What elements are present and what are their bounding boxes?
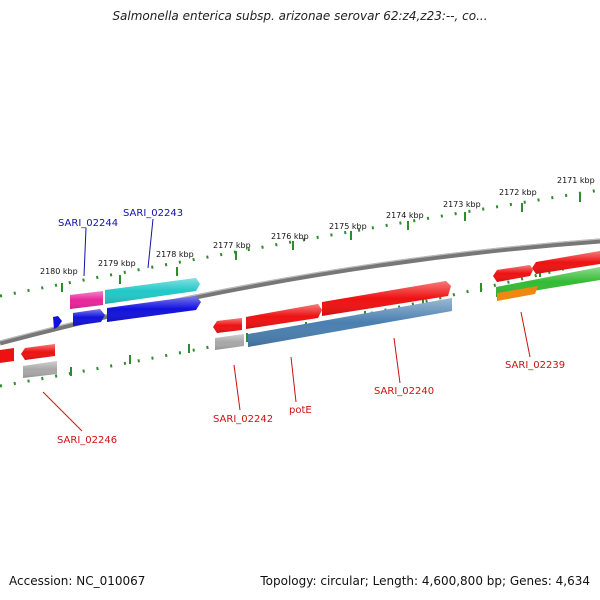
leader-SARI_02246 <box>42 391 83 432</box>
gene-orange-right[interactable] <box>497 286 538 301</box>
gene-red-upper-2[interactable] <box>322 281 451 316</box>
leader-SARI_02244 <box>83 227 87 277</box>
kbp-label-2173: 2173 kbp <box>443 200 481 209</box>
gene-red-upper-1[interactable] <box>246 304 322 329</box>
gene-blue-left[interactable] <box>73 309 105 326</box>
genome-summary-text: Topology: circular; Length: 4,600,800 bp… <box>260 574 590 588</box>
gene-label-SARI_02243[interactable]: SARI_02243 <box>123 208 183 219</box>
lower-tick-row <box>0 258 600 388</box>
kbp-label-2172: 2172 kbp <box>499 188 537 197</box>
gene-label-SARI_02239[interactable]: SARI_02239 <box>505 360 565 371</box>
gene-SARI_02244[interactable] <box>70 291 103 309</box>
leader-SARI_02239 <box>520 311 531 358</box>
kbp-label-2180: 2180 kbp <box>40 267 78 276</box>
upper-tick-row <box>0 188 600 298</box>
kbp-label-2179: 2179 kbp <box>98 259 136 268</box>
gene-label-SARI_02242[interactable]: SARI_02242 <box>213 414 273 425</box>
gene-gray-left[interactable] <box>23 361 57 378</box>
gene-steelblue-potE[interactable] <box>248 298 452 347</box>
gene-blue-long[interactable] <box>107 296 201 322</box>
gene-small-blue[interactable] <box>53 316 62 329</box>
kbp-label-2175: 2175 kbp <box>329 222 367 231</box>
leader-SARI_02243 <box>147 218 154 269</box>
leader-SARI_02242 <box>233 364 241 411</box>
gene-gray-mid[interactable] <box>215 334 244 350</box>
gene-SARI_02243[interactable] <box>105 278 200 304</box>
gene-label-SARI_02246[interactable]: SARI_02246 <box>57 435 117 446</box>
kbp-label-2178: 2178 kbp <box>156 250 194 259</box>
gene-red-left-edge[interactable] <box>0 348 14 363</box>
kbp-label-2177: 2177 kbp <box>213 241 251 250</box>
kbp-label-2171: 2171 kbp <box>557 176 595 185</box>
kbp-label-2174: 2174 kbp <box>386 211 424 220</box>
gene-red-far-right[interactable] <box>532 251 600 274</box>
gene-red-right-small[interactable] <box>493 265 533 282</box>
gene-label-SARI_02240[interactable]: SARI_02240 <box>374 386 434 397</box>
kbp-label-2176: 2176 kbp <box>271 232 309 241</box>
map-title: Salmonella enterica subsp. arizonae sero… <box>112 9 488 23</box>
leader-SARI_02240 <box>393 337 401 384</box>
gene-label-potE[interactable]: potE <box>289 405 312 416</box>
gene-red-mid-small[interactable] <box>213 318 242 333</box>
gene-label-SARI_02244[interactable]: SARI_02244 <box>58 218 118 229</box>
major-ticks <box>61 193 581 376</box>
leader-potE <box>290 356 297 403</box>
accession-text: Accession: NC_010067 <box>9 574 146 588</box>
gene-red-left-2[interactable] <box>21 344 55 360</box>
